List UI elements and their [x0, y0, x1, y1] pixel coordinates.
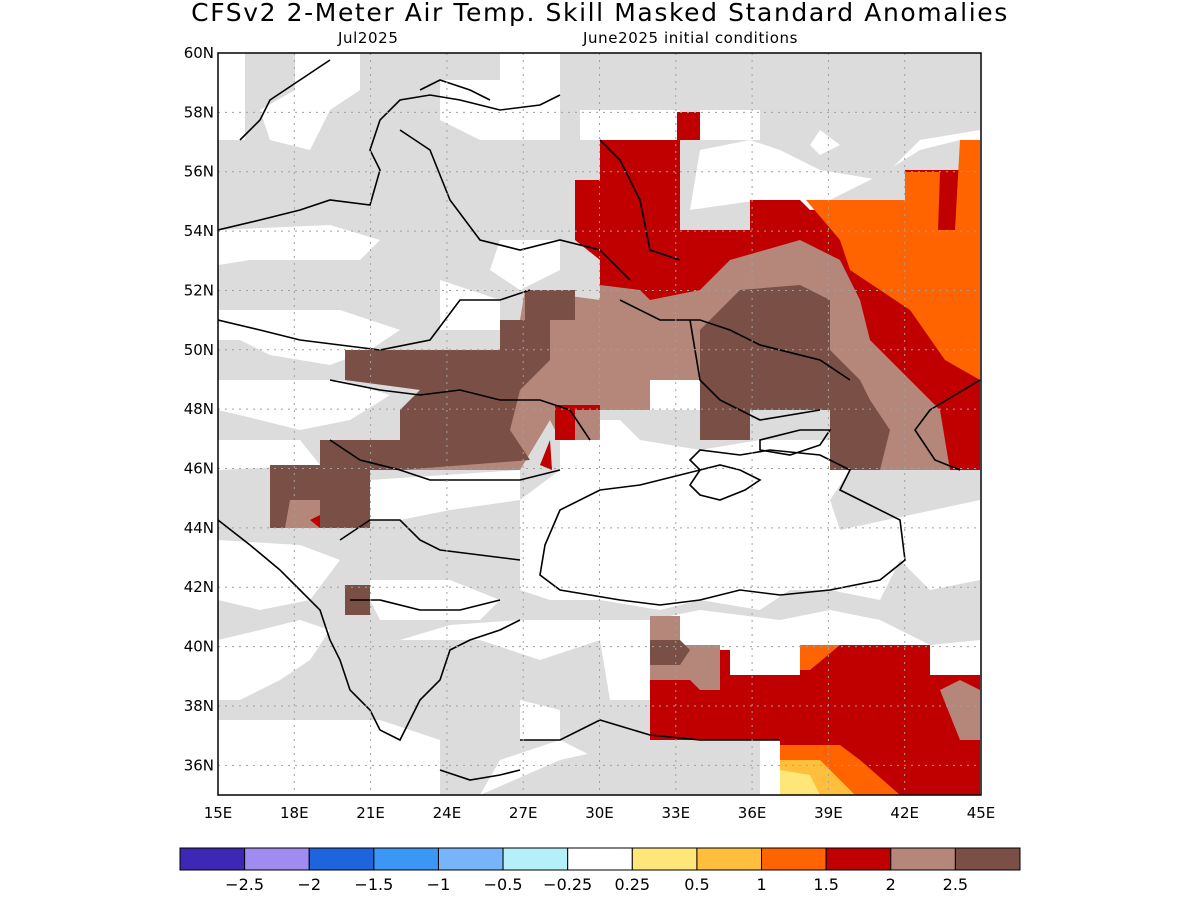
lon-tick-label: 33E	[662, 804, 691, 822]
lat-tick-label: 50N	[184, 341, 214, 359]
colorbar-labels: −2.5 −2 −1.5 −1 −0.5 −0.25 0.25 0.5 1 1.5 2 2.5	[225, 875, 968, 894]
lon-tick-label: 24E	[433, 804, 462, 822]
lat-tick-label: 52N	[184, 281, 214, 299]
colorbar-label: 0.5	[684, 875, 709, 894]
lat-tick-label: 42N	[184, 578, 214, 596]
lon-tick-label: 21E	[356, 804, 385, 822]
lat-tick-label: 56N	[184, 163, 214, 181]
grid-lines	[217, 52, 982, 795]
colorbar	[179, 847, 1021, 871]
lat-tick-label: 36N	[184, 756, 214, 774]
colorbar-label: −1.5	[354, 875, 393, 894]
lon-tick-label: 18E	[280, 804, 309, 822]
colorbar-swatch	[631, 847, 698, 871]
colorbar-swatch	[696, 847, 763, 871]
colorbar-swatch	[437, 847, 504, 871]
colorbar-swatch	[244, 847, 310, 871]
lat-tick-label: 48N	[184, 400, 214, 418]
lat-tick-label: 40N	[184, 638, 214, 656]
colorbar-label: 0.25	[614, 875, 650, 894]
forecast-month: Jul2025	[338, 29, 399, 47]
lat-tick-label: 38N	[184, 697, 214, 715]
lat-tick-label: 46N	[184, 460, 214, 478]
colorbar-swatch	[179, 847, 246, 871]
initial-conditions: June2025 initial conditions	[583, 29, 798, 47]
map-area	[218, 53, 981, 795]
lon-tick-label: 42E	[890, 804, 919, 822]
colorbar-swatch	[825, 847, 892, 871]
colorbar-label: −0.5	[484, 875, 523, 894]
colorbar-label: −2.5	[225, 875, 264, 894]
lon-tick-label: 30E	[585, 804, 614, 822]
colorbar-swatch	[308, 847, 375, 871]
colorbar-label: 1.5	[813, 875, 838, 894]
lon-tick-label: 39E	[814, 804, 843, 822]
lon-tick-label: 45E	[967, 804, 996, 822]
map-frame	[217, 52, 982, 796]
colorbar-swatch	[373, 847, 439, 871]
lon-tick-label: 15E	[204, 804, 233, 822]
colorbar-label: −2	[297, 875, 321, 894]
lon-tick-label: 27E	[509, 804, 538, 822]
white-areas	[218, 53, 980, 795]
lat-tick-label: 44N	[184, 519, 214, 537]
colorbar-label: −1	[427, 875, 451, 894]
colorbar-label: 1	[756, 875, 766, 894]
colorbar-swatch	[761, 847, 827, 871]
longitude-labels: 15E 18E 21E 24E 27E 30E 33E 36E 39E 42E 45E	[204, 804, 996, 822]
latitude-labels: 60N 58N 56N 54N 52N 50N 48N 46N 44N 42N 40N 38N 36N	[184, 44, 214, 774]
chart-title: CFSv2 2-Meter Air Temp. Skill Masked Sta…	[191, 0, 1009, 27]
colorbar-label: −0.25	[543, 875, 592, 894]
colorbar-swatch	[890, 847, 956, 871]
lat-tick-label: 60N	[184, 44, 214, 62]
colorbar-label: 2	[886, 875, 896, 894]
lon-tick-label: 36E	[738, 804, 767, 822]
lat-tick-label: 54N	[184, 222, 214, 240]
lat-tick-label: 58N	[184, 103, 214, 121]
colorbar-label: 2.5	[943, 875, 968, 894]
colorbar-swatch	[567, 847, 633, 871]
colorbar-swatch	[502, 847, 569, 871]
colorbar-swatch	[954, 847, 1021, 871]
